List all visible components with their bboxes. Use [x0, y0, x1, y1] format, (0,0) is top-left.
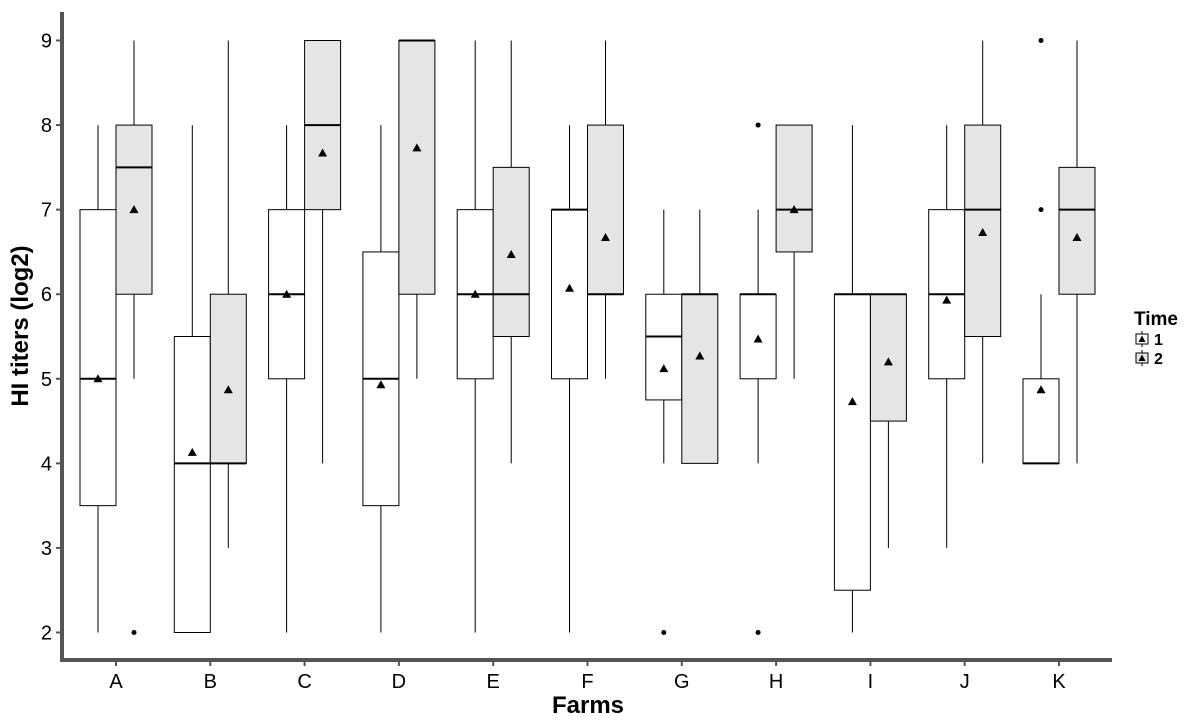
x-tick-label: F [581, 671, 593, 693]
outlier-point [755, 122, 761, 128]
x-tick-label: H [769, 671, 783, 693]
y-tick-label: 2 [41, 623, 52, 645]
x-tick-label: C [297, 671, 311, 693]
box-E-time-2 [492, 40, 530, 464]
mean-marker [1036, 385, 1046, 394]
x-axis-title: Farms [552, 692, 624, 719]
legend-label: 2 [1154, 351, 1163, 368]
mean-marker [187, 447, 197, 456]
x-tick-label: A [109, 671, 123, 693]
box-body [551, 209, 588, 380]
mean-marker [470, 289, 480, 298]
box-I-time-2 [869, 293, 907, 548]
mean-marker [93, 374, 103, 383]
mean-marker [376, 380, 386, 389]
box-G-time-1 [645, 209, 683, 635]
x-tick-label: E [487, 671, 500, 693]
mean-marker [565, 283, 574, 292]
y-tick-label: 3 [41, 538, 52, 560]
legend-label: 1 [1154, 332, 1163, 349]
box-body [79, 209, 117, 507]
box-E-time-1 [456, 40, 494, 633]
mean-marker [883, 357, 893, 366]
box-body [1058, 166, 1096, 295]
box-body [681, 293, 719, 464]
y-tick-label: 9 [41, 31, 52, 53]
y-tick-label: 7 [41, 200, 52, 222]
box-A-time-1 [79, 125, 117, 633]
mean-marker [282, 289, 292, 298]
outlier-point [755, 630, 761, 635]
box-body [173, 336, 211, 633]
y-tick-label: 5 [41, 369, 52, 391]
mean-marker [942, 295, 952, 304]
y-tick-label: 4 [41, 453, 52, 475]
mean-marker [506, 249, 516, 258]
box-G-time-2 [681, 209, 719, 464]
box-H-time-1 [739, 122, 777, 635]
mean-marker [129, 205, 139, 214]
mean-marker [789, 205, 799, 214]
mean-marker [223, 385, 233, 394]
legend-key-mean [1138, 335, 1146, 342]
mean-marker [659, 364, 669, 373]
outlier-point [1038, 38, 1044, 44]
box-I-time-1 [833, 125, 871, 633]
box-body [645, 293, 683, 401]
y-tick-label: 8 [41, 115, 52, 137]
mean-marker [753, 334, 763, 343]
mean-marker [601, 233, 610, 242]
box-B-time-1 [173, 125, 211, 633]
box-C-time-1 [268, 125, 306, 633]
axes: 2 3 4 5 6 7 8 9 A B C D E F G H I J K [41, 12, 1112, 693]
box-J-time-2 [964, 40, 1002, 464]
outlier-point [661, 630, 667, 635]
box-A-time-2 [115, 40, 153, 635]
x-tick-label: G [674, 671, 690, 693]
x-tick-label: J [960, 671, 970, 693]
mean-marker [1072, 233, 1082, 242]
box-C-time-2 [304, 40, 342, 464]
box-body [833, 293, 871, 591]
box-B-time-2 [209, 40, 247, 548]
x-tick-label: B [204, 671, 217, 693]
mean-marker [318, 148, 328, 157]
mean-marker [695, 351, 705, 360]
y-tick-label: 6 [41, 284, 52, 306]
legend-key-mean [1138, 354, 1146, 361]
legend-item-2: 2 [1135, 350, 1163, 368]
outlier-point [131, 630, 137, 635]
x-tick-label: I [868, 671, 874, 693]
legend-title: Time [1134, 309, 1178, 330]
box-body [209, 293, 247, 464]
box-body [587, 124, 624, 295]
x-tick-label: D [392, 671, 406, 693]
box-body [775, 124, 813, 253]
box-D-time-2 [398, 39, 436, 379]
mean-marker [412, 143, 422, 152]
box-J-time-1 [928, 125, 966, 548]
x-tick-label: K [1052, 671, 1066, 693]
box-F-time-1 [551, 125, 588, 633]
box-D-time-1 [362, 125, 400, 633]
box-H-time-2 [775, 124, 813, 379]
mean-marker [978, 227, 988, 236]
box-F-time-2 [587, 40, 624, 379]
outlier-point [1038, 207, 1044, 213]
legend-item-1: 1 [1135, 331, 1163, 349]
y-axis-title: HI titers (log2) [7, 245, 34, 406]
mean-marker [847, 397, 857, 406]
legend: Time 1 2 [1134, 309, 1178, 368]
box-K-time-1 [1022, 38, 1060, 465]
box-K-time-2 [1058, 40, 1096, 464]
box-body [398, 40, 436, 295]
plot-area [79, 38, 1096, 635]
